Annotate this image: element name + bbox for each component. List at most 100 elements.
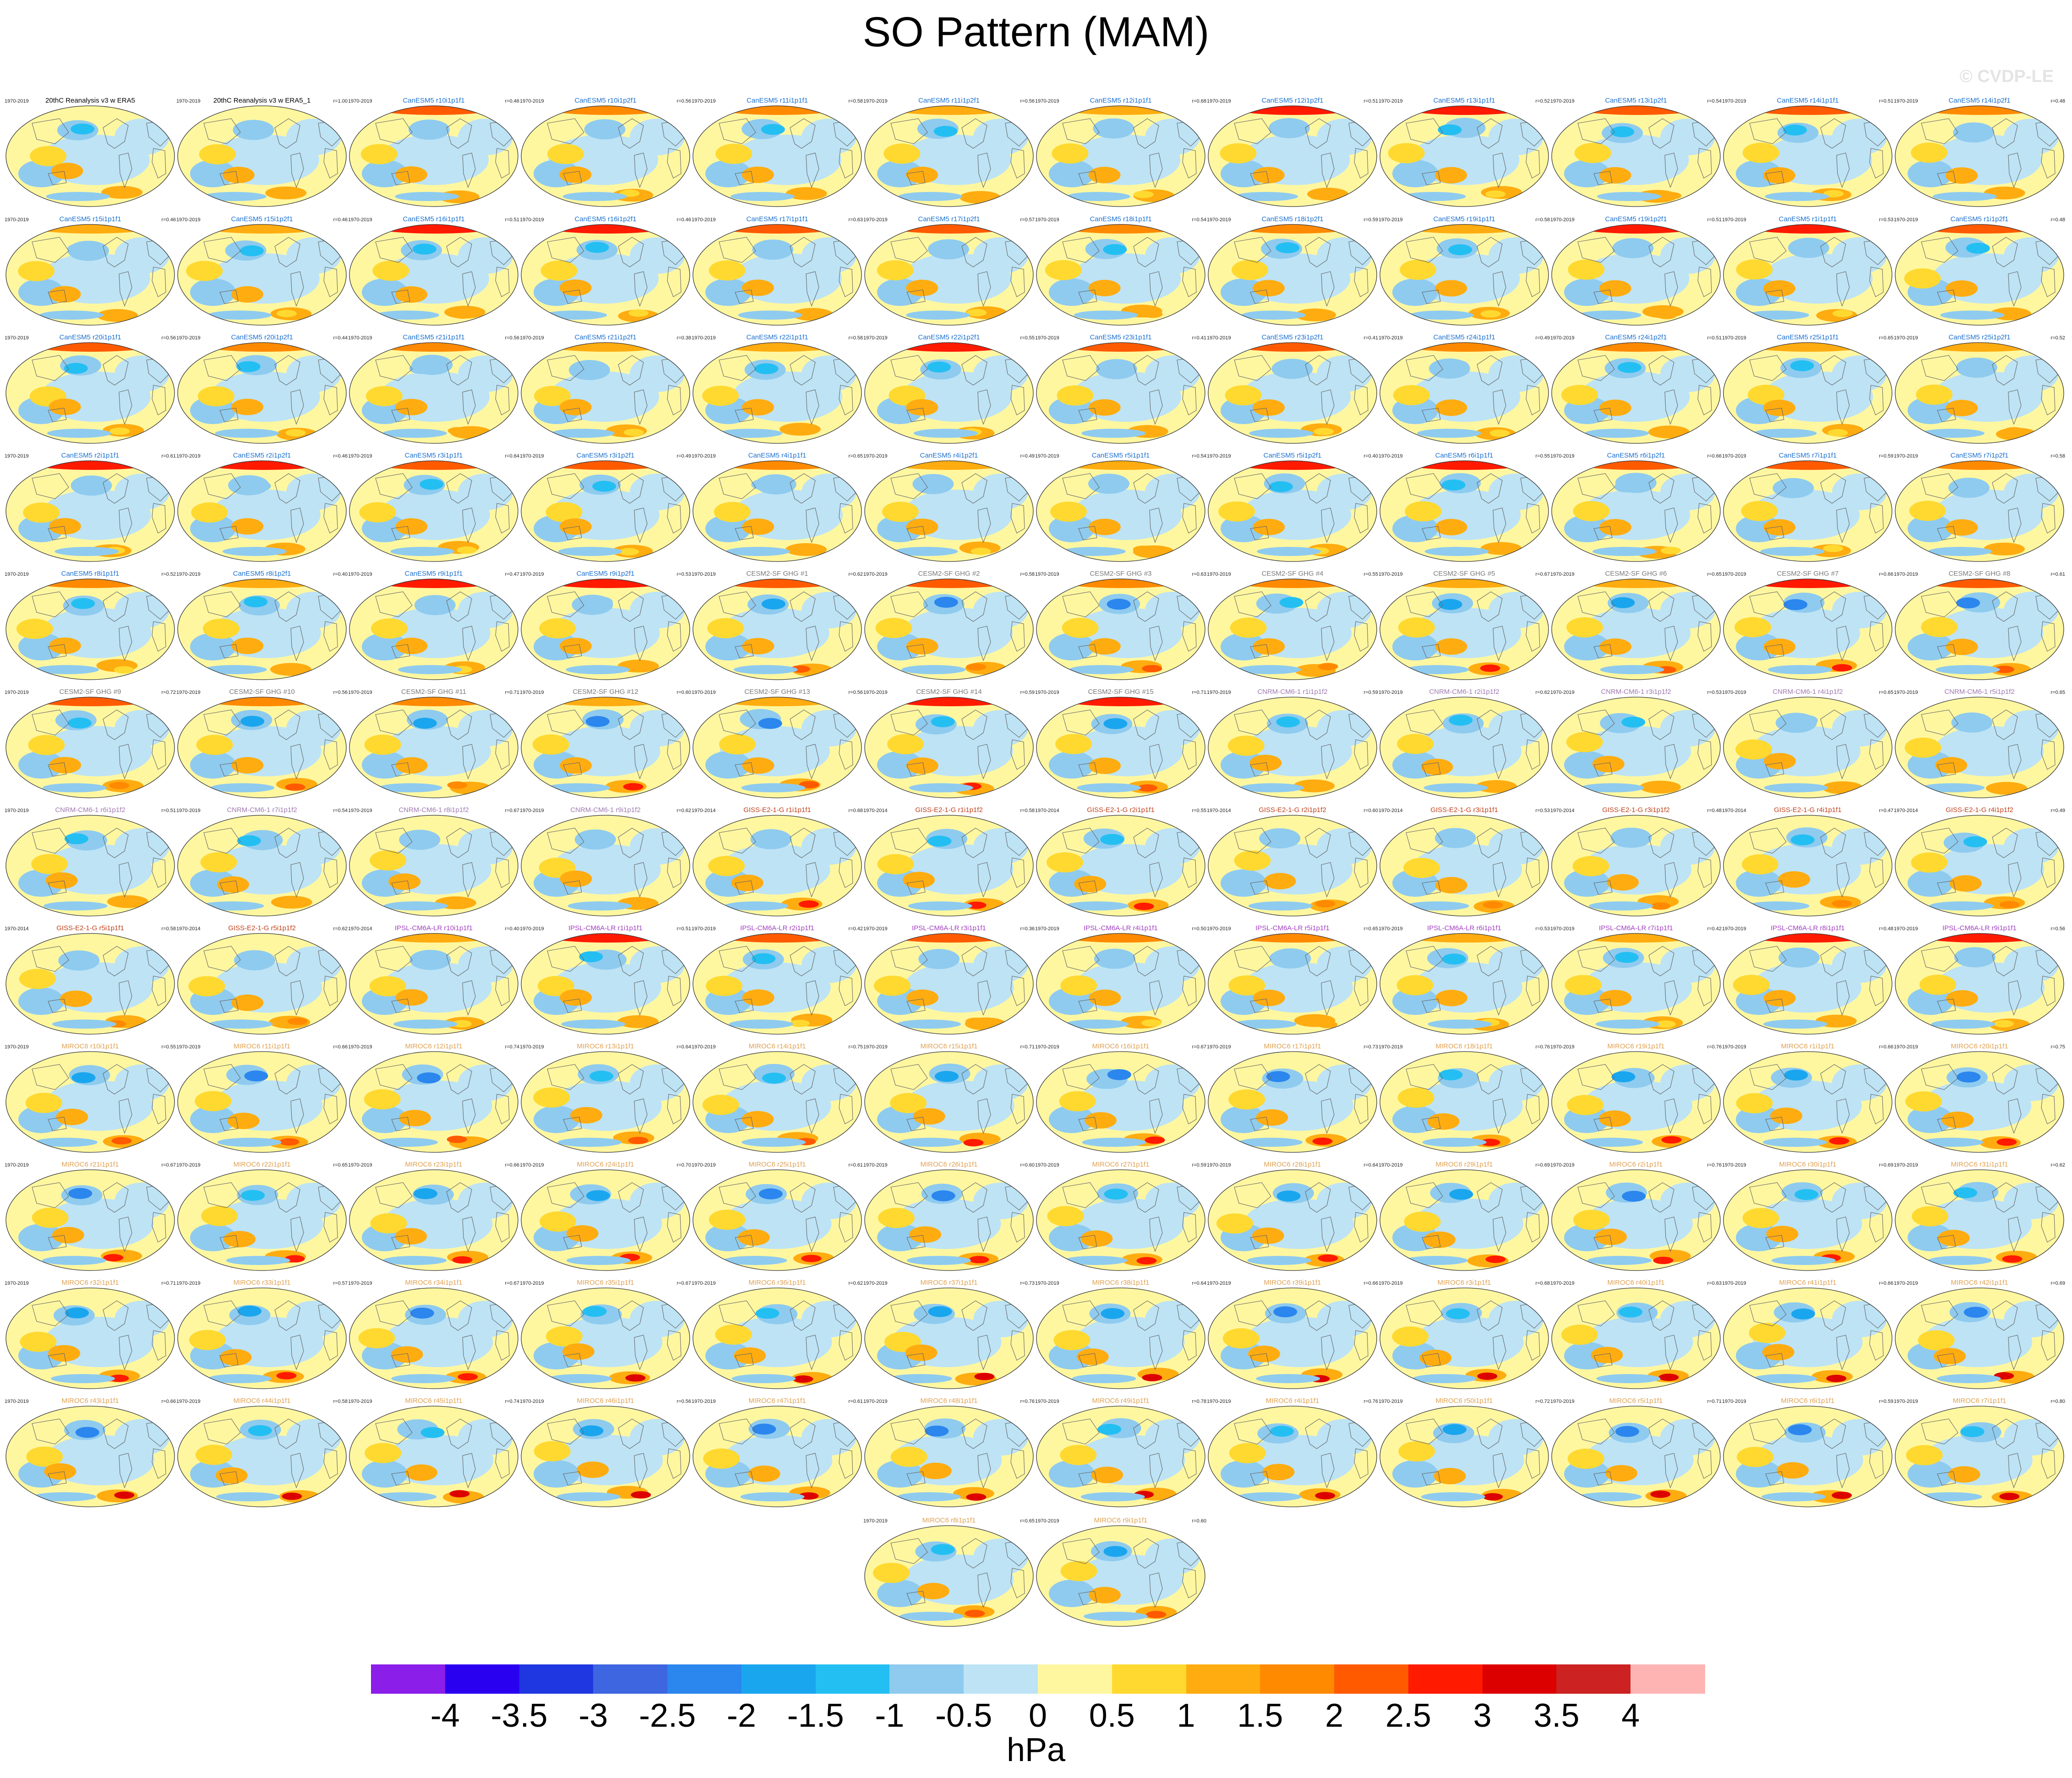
subtropical-high [25,1093,62,1113]
coastline [1149,1098,1163,1134]
coastline [806,507,819,543]
coastline [735,289,754,304]
coastline [1664,744,1678,780]
colorbar-swatch [741,1664,816,1694]
tropical-high [1427,1113,1460,1130]
subtropical-high [1733,975,1770,995]
map-plot [1208,460,1377,562]
coastline [1010,503,1025,534]
negative-anomaly-region [1660,946,1715,983]
panel-pattern-correlation: r=0.46 [505,98,520,104]
map-outline [1208,342,1377,444]
panel-title: IPSL-CM6A-LR r10i1p1f1 [394,924,473,932]
map-panel: 1970-2019 CanESM5 r11i1p2f1 r=0.56 [863,97,1035,213]
north-pacific-low-core [1960,952,1984,963]
coastline [219,1117,239,1131]
coastline [119,1098,132,1134]
coastline [48,289,67,304]
panel-years: 1970-2019 [1207,98,1231,104]
map-field [1208,1170,1377,1271]
coastline [790,591,816,622]
southern-low-band [1745,901,1810,911]
subtropical-high [1220,143,1257,164]
southern-low-band [1405,901,1469,911]
north-pacific-low-core [1279,597,1303,608]
coastline [1149,744,1163,780]
coastline [1577,946,1615,972]
map-plot [864,1169,1034,1271]
panel-pattern-correlation: r=0.72 [161,690,176,695]
map-field [6,1406,174,1507]
map-plot [177,105,347,207]
coastline [446,1300,472,1331]
panel-years: 1970-2019 [1207,926,1231,932]
arctic-high [1397,579,1534,588]
tropical-high [395,518,428,535]
map-panel: 1970-2019 MIROC6 r19i1p1f1 r=0.76 [1550,1042,1722,1159]
north-pacific-low-core [1960,1426,1985,1437]
map-field [1208,224,1377,325]
coastline [495,1094,510,1124]
coastline [618,709,644,740]
negative-anomaly-region [1832,946,1887,983]
negative-anomaly-region [458,1064,513,1101]
map-outline [1380,578,1549,680]
map-panel: 1970-2019 CESM2-SF GHG #3 r=0.63 [1035,570,1206,686]
southern-high-core [1485,1255,1506,1263]
map-outline [864,1169,1034,1271]
panel-pattern-correlation: r=0.64 [1192,1281,1207,1286]
coastline [290,744,304,780]
coastline [1250,1235,1269,1249]
coastline [1250,644,1269,659]
southern-low-band [738,311,802,320]
coastline [839,739,853,770]
negative-anomaly-region [1736,869,1782,897]
panel-pattern-correlation: r=0.49 [1535,335,1550,341]
coastline [1250,1353,1269,1368]
southern-low-band [543,311,607,320]
map-panel: 1970-2019 CanESM5 r10i1p1f1 r=0.46 [348,97,520,213]
map-field [6,933,174,1034]
map-panel: 1970-2019 CESM2-SF GHG #11 r=0.71 [348,688,519,804]
tropical-high [231,757,264,774]
coastline [890,118,928,144]
map-plot [5,224,175,326]
map-panel: 1970-2014 GISS-E2-1-G r1i1p1f1 r=0.68 [692,806,863,922]
coastline [2008,1335,2022,1370]
map-outline [1895,933,2064,1035]
negative-anomaly-region [1489,1419,1543,1456]
north-pacific-low-core [925,1425,949,1437]
north-pacific-low-core [931,1190,955,1201]
map-field [6,815,174,916]
map-outline [864,1406,1034,1507]
coastline [977,626,991,661]
panel-years: 1970-2019 [863,1044,888,1050]
panel-title: MIROC6 r38i1p1f1 [1092,1279,1150,1287]
coastline [1321,862,1335,898]
subtropical-high [534,1441,571,1462]
subtropical-high [364,734,401,755]
coastline [719,355,756,381]
north-pacific-low-core [1788,1424,1812,1435]
coastline [1921,473,1958,499]
negative-anomaly-region [973,355,1028,392]
map-plot [864,224,1034,326]
map-panel: 1970-2019 CanESM5 r20i1p1f1 r=0.56 [5,333,176,450]
map-field [349,1170,518,1271]
negative-anomaly-region [458,592,513,628]
coastline [1593,1235,1613,1249]
map-outline [1551,1051,1721,1153]
map-field [865,224,1033,325]
panel-years: 1970-2019 [1207,1399,1231,1404]
panel-title: CESM2-SF GHG #9 [59,688,121,696]
negative-anomaly-region [115,946,169,983]
southern-low-band [1412,1374,1477,1383]
panel-title: MIROC6 r42i1p1f1 [1951,1279,2008,1287]
map-panel: 1970-2019 CESM2-SF GHG #10 r=0.56 [176,688,348,804]
coastline [890,828,928,854]
coastline [839,267,853,297]
coastline [1182,503,1197,534]
coastline [1406,355,1443,381]
panel-title: CanESM5 r2i1p1f1 [61,452,120,459]
north-pacific-low-core [1273,835,1297,847]
